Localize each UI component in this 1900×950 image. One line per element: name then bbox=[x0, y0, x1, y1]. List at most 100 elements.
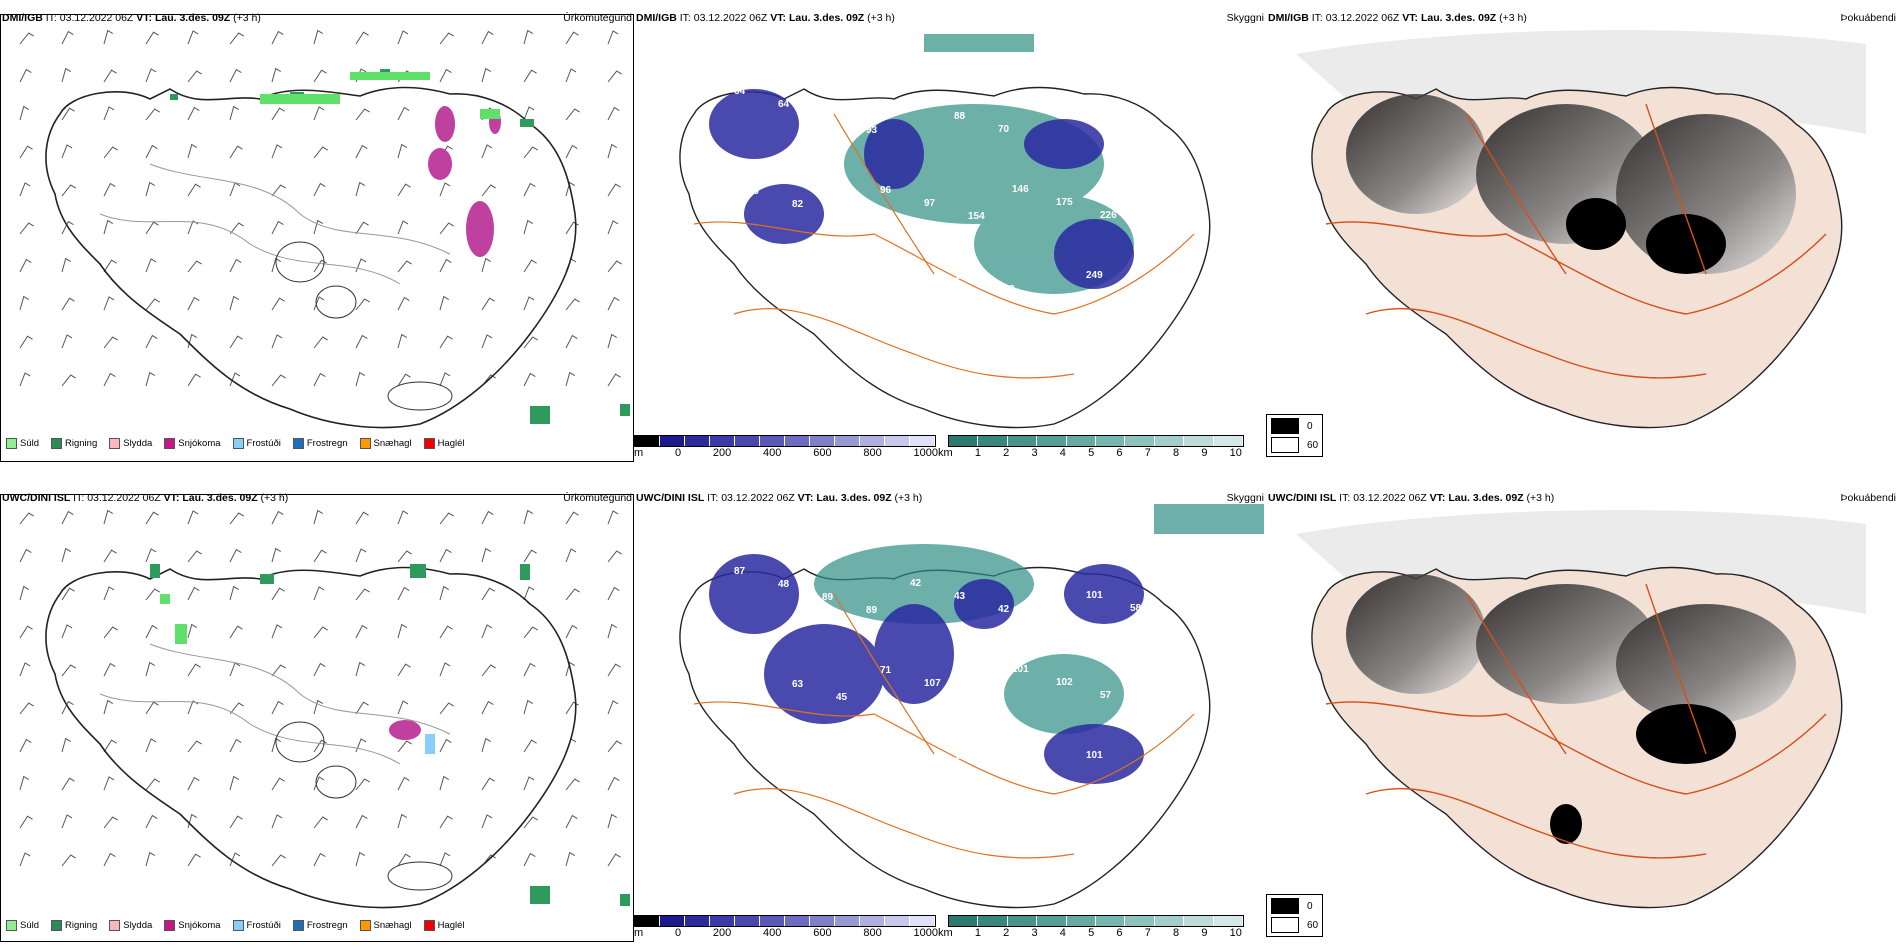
colorbar-step bbox=[835, 436, 860, 446]
legend-frostudi: Frostúði bbox=[232, 920, 281, 931]
visibility-value-label: 70 bbox=[998, 124, 1010, 135]
wind-barb bbox=[481, 814, 493, 829]
legend-swatch bbox=[164, 920, 176, 931]
wind-barb bbox=[103, 509, 114, 525]
wind-barb bbox=[439, 852, 451, 867]
visibility-value-label: 58 bbox=[1130, 603, 1142, 614]
visibility-ticks-m: m 0 200 400 600 800 1000 bbox=[634, 927, 938, 939]
wind-barb bbox=[271, 777, 285, 791]
wind-barb bbox=[397, 183, 411, 197]
wind-barb bbox=[523, 699, 534, 715]
visibility-value-label: 96 bbox=[748, 666, 760, 677]
wind-barb bbox=[565, 371, 576, 387]
wind-barb bbox=[355, 548, 367, 563]
visibility-value-label: 96 bbox=[880, 185, 892, 196]
wind-barb bbox=[355, 221, 369, 235]
wind-barb bbox=[397, 30, 409, 45]
wind-barb bbox=[145, 738, 157, 753]
legend-swatch bbox=[359, 920, 371, 931]
wind-barb bbox=[481, 737, 492, 753]
wind-barb bbox=[523, 106, 535, 121]
visibility-value-label: 90 bbox=[748, 186, 760, 197]
colorbar-step bbox=[1007, 916, 1038, 926]
visibility-value-label: 100 bbox=[954, 751, 971, 762]
wind-barb bbox=[607, 740, 622, 753]
wind-barb bbox=[187, 853, 201, 867]
legend-swatch bbox=[6, 438, 17, 449]
wind-barb bbox=[145, 661, 156, 677]
visibility-value-label: 101 bbox=[1086, 750, 1103, 761]
visibility-value-label: 101 bbox=[1012, 664, 1029, 675]
legend-swatch bbox=[359, 438, 371, 449]
visibility-value-label: 90 bbox=[1130, 123, 1142, 134]
panel-type-label: Skyggni bbox=[1226, 12, 1264, 24]
legend-swatch bbox=[232, 920, 244, 931]
visibility-value-label: 226 bbox=[1100, 210, 1117, 221]
wind-barb bbox=[607, 586, 620, 601]
wind-barb bbox=[523, 816, 538, 829]
wind-barb bbox=[61, 220, 74, 235]
visibility-ticks-m: m 0 200 400 600 800 1000 bbox=[634, 447, 938, 459]
wind-barb bbox=[61, 374, 76, 387]
fog-legend: 0 60 bbox=[1266, 894, 1324, 937]
visibility-value-label: 136 bbox=[1042, 297, 1059, 308]
wind-barb bbox=[229, 182, 241, 197]
wind-barb bbox=[607, 333, 618, 349]
wind-barb bbox=[19, 512, 34, 525]
wind-barb bbox=[187, 30, 199, 45]
wind-barb bbox=[229, 625, 243, 639]
visibility-value-label: 146 bbox=[1012, 184, 1029, 195]
visibility-value-label: 277 bbox=[866, 285, 883, 296]
wind-barb bbox=[481, 257, 492, 273]
wind-barb bbox=[19, 32, 34, 45]
wind-barb bbox=[145, 511, 159, 525]
wind-barb bbox=[397, 623, 408, 639]
wind-barb bbox=[229, 222, 244, 235]
wind-barb bbox=[439, 775, 450, 791]
wind-barb bbox=[607, 663, 621, 677]
wind-barb bbox=[187, 623, 198, 639]
precip-drizzle-patches bbox=[160, 594, 187, 644]
fog-legend-high: 60 bbox=[1271, 437, 1318, 453]
wind-barb bbox=[145, 624, 158, 639]
panel-title: UWC/DINI ISL IT: 03.12.2022 06Z VT: Lau.… bbox=[2, 492, 289, 504]
colorbar-step bbox=[660, 916, 685, 926]
map-frame bbox=[0, 494, 634, 942]
wind-barb bbox=[439, 738, 452, 753]
wind-barb bbox=[19, 775, 30, 791]
colorbar-step bbox=[760, 436, 785, 446]
wind-barb bbox=[355, 624, 368, 639]
colorbar-step bbox=[735, 436, 760, 446]
visibility-value-label: 88 bbox=[734, 766, 746, 777]
legend-swatch bbox=[109, 920, 121, 931]
wind-barb bbox=[103, 259, 117, 273]
legend-swatch bbox=[51, 438, 63, 449]
legend-haglel: Haglél bbox=[423, 438, 465, 449]
wind-barb bbox=[187, 296, 200, 311]
wind-barb bbox=[481, 547, 492, 563]
wind-barb bbox=[313, 549, 327, 563]
wind-barb bbox=[397, 550, 412, 563]
wind-barb bbox=[145, 108, 160, 121]
wind-barb bbox=[271, 334, 283, 349]
wind-barb bbox=[313, 182, 326, 197]
wind-barb bbox=[607, 510, 619, 525]
wind-barb bbox=[271, 700, 284, 715]
wind-barb bbox=[523, 146, 538, 159]
visibility-value-label: 89 bbox=[866, 605, 878, 616]
wind-barb bbox=[523, 182, 536, 197]
visibility-value-label: 71 bbox=[822, 112, 834, 123]
wind-barb bbox=[481, 297, 495, 311]
wind-barb bbox=[607, 550, 622, 563]
wind-barb bbox=[187, 143, 198, 159]
colorbar-step bbox=[685, 436, 710, 446]
visibility-map-bottom: 87 48 89 89 42 43 42 125 101 58 96 63 45 71 107 80 101 10… bbox=[679, 504, 1264, 909]
panel-title: UWC/DINI ISL IT: 03.12.2022 06Z VT: Lau.… bbox=[1268, 492, 1555, 504]
map-frame bbox=[0, 14, 634, 462]
colorbar-step bbox=[735, 916, 760, 926]
colorbar-step bbox=[1066, 916, 1097, 926]
colorbar-step bbox=[635, 916, 660, 926]
wind-barb bbox=[103, 106, 115, 121]
wind-barb bbox=[523, 69, 537, 83]
fog-swatch-dark bbox=[1271, 418, 1299, 434]
